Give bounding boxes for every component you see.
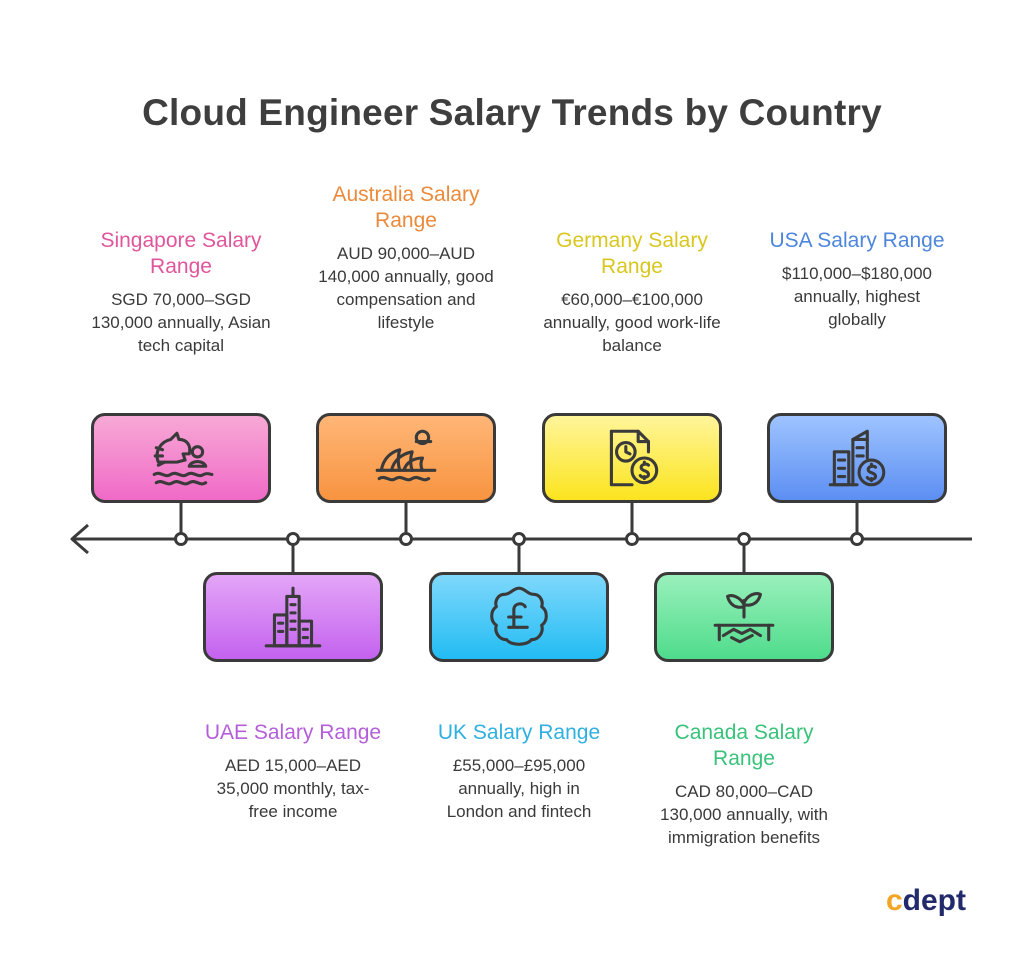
building-dollar-icon <box>828 429 886 487</box>
singapore-heading: Singapore Salary Range <box>100 229 262 278</box>
usa-card <box>767 413 947 503</box>
uae-description: AED 15,000–AED 35,000 monthly, tax-free … <box>216 756 370 821</box>
canada-card <box>654 572 834 662</box>
usa-heading: USA Salary Range <box>769 229 945 252</box>
canada-text-block: Canada Salary Range CAD 80,000–CAD 130,00… <box>654 720 834 849</box>
timeline-arrow-icon <box>70 523 89 555</box>
uk-description: £55,000–£95,000 annually, high in London… <box>446 756 592 821</box>
canada-heading: Canada Salary Range <box>674 721 814 770</box>
canada-description: CAD 80,000–CAD 130,000 annually, with im… <box>660 782 828 847</box>
usa-description: $110,000–$180,000 annually, highest glob… <box>781 264 932 329</box>
australia-timeline-node <box>399 532 413 546</box>
uk-card <box>429 572 609 662</box>
singapore-timeline-node <box>174 532 188 546</box>
australia-text-block: Australia Salary Range AUD 90,000–AUD 140… <box>316 182 496 334</box>
pound-icon <box>490 586 548 646</box>
singapore-text-block: Singapore Salary Range SGD 70,000–SGD 130… <box>81 228 281 357</box>
merlion-icon <box>152 431 214 486</box>
australia-card <box>316 413 496 503</box>
uae-timeline-node <box>286 532 300 546</box>
singapore-card <box>91 413 271 503</box>
germany-heading: Germany Salary Range <box>556 229 708 278</box>
uae-heading: UAE Salary Range <box>204 721 382 744</box>
uk-timeline-node <box>512 532 526 546</box>
uk-text-block: UK Salary Range £55,000–£95,000 annually,… <box>429 720 609 823</box>
germany-text-block: Germany Salary Range €60,000–€100,000 ann… <box>542 228 722 357</box>
germany-description: €60,000–€100,000 annually, good work-lif… <box>543 290 721 355</box>
germany-card <box>542 413 722 503</box>
australia-description: AUD 90,000–AUD 140,000 annually, good co… <box>318 244 494 332</box>
usa-timeline-node <box>850 532 864 546</box>
time-money-document-icon <box>609 429 659 487</box>
plant-handshake-icon <box>713 592 775 644</box>
brand-logo: cdept <box>885 884 966 917</box>
uae-text-block: UAE Salary Range AED 15,000–AED 35,000 mo… <box>203 720 383 823</box>
germany-timeline-node <box>625 532 639 546</box>
australia-heading: Australia Salary Range <box>332 183 480 232</box>
opera-house-icon <box>375 429 437 482</box>
skyscraper-icon <box>264 586 322 648</box>
uae-card <box>203 572 383 662</box>
singapore-description: SGD 70,000–SGD 130,000 annually, Asian t… <box>91 290 271 355</box>
usa-text-block: USA Salary Range $110,000–$180,000 annual… <box>767 228 947 331</box>
page-title: Cloud Engineer Salary Trends by Country <box>142 92 882 133</box>
canada-timeline-node <box>737 532 751 546</box>
uk-heading: UK Salary Range <box>437 721 601 744</box>
